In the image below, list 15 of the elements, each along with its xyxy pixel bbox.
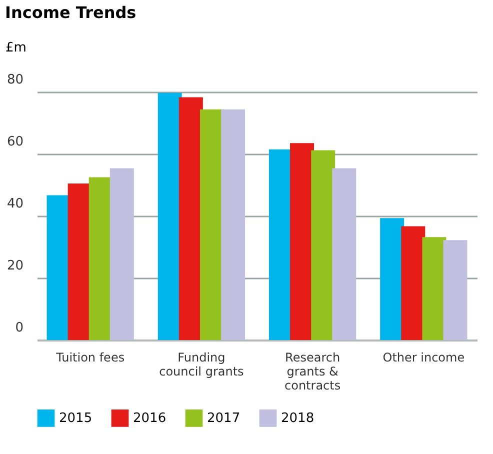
legend-label: 2017 <box>207 411 240 426</box>
legend-label: 2015 <box>59 411 92 426</box>
x-tick-label: Tuition fees <box>55 350 125 364</box>
x-tick-label: Other income <box>382 350 465 364</box>
y-axis-title: £m <box>6 40 26 56</box>
y-tick-label: 20 <box>6 258 24 274</box>
y-tick-label: 60 <box>6 134 24 150</box>
x-tick-label: Research grants & contracts <box>284 350 341 392</box>
legend-label: 2018 <box>281 411 314 426</box>
chart-title: Income Trends <box>5 3 136 22</box>
y-tick-label: 80 <box>6 72 24 88</box>
y-tick-label: 40 <box>6 196 24 212</box>
x-tick-label: Funding council grants <box>159 350 244 378</box>
y-tick-label: 0 <box>15 320 24 336</box>
legend-label: 2016 <box>133 411 166 426</box>
